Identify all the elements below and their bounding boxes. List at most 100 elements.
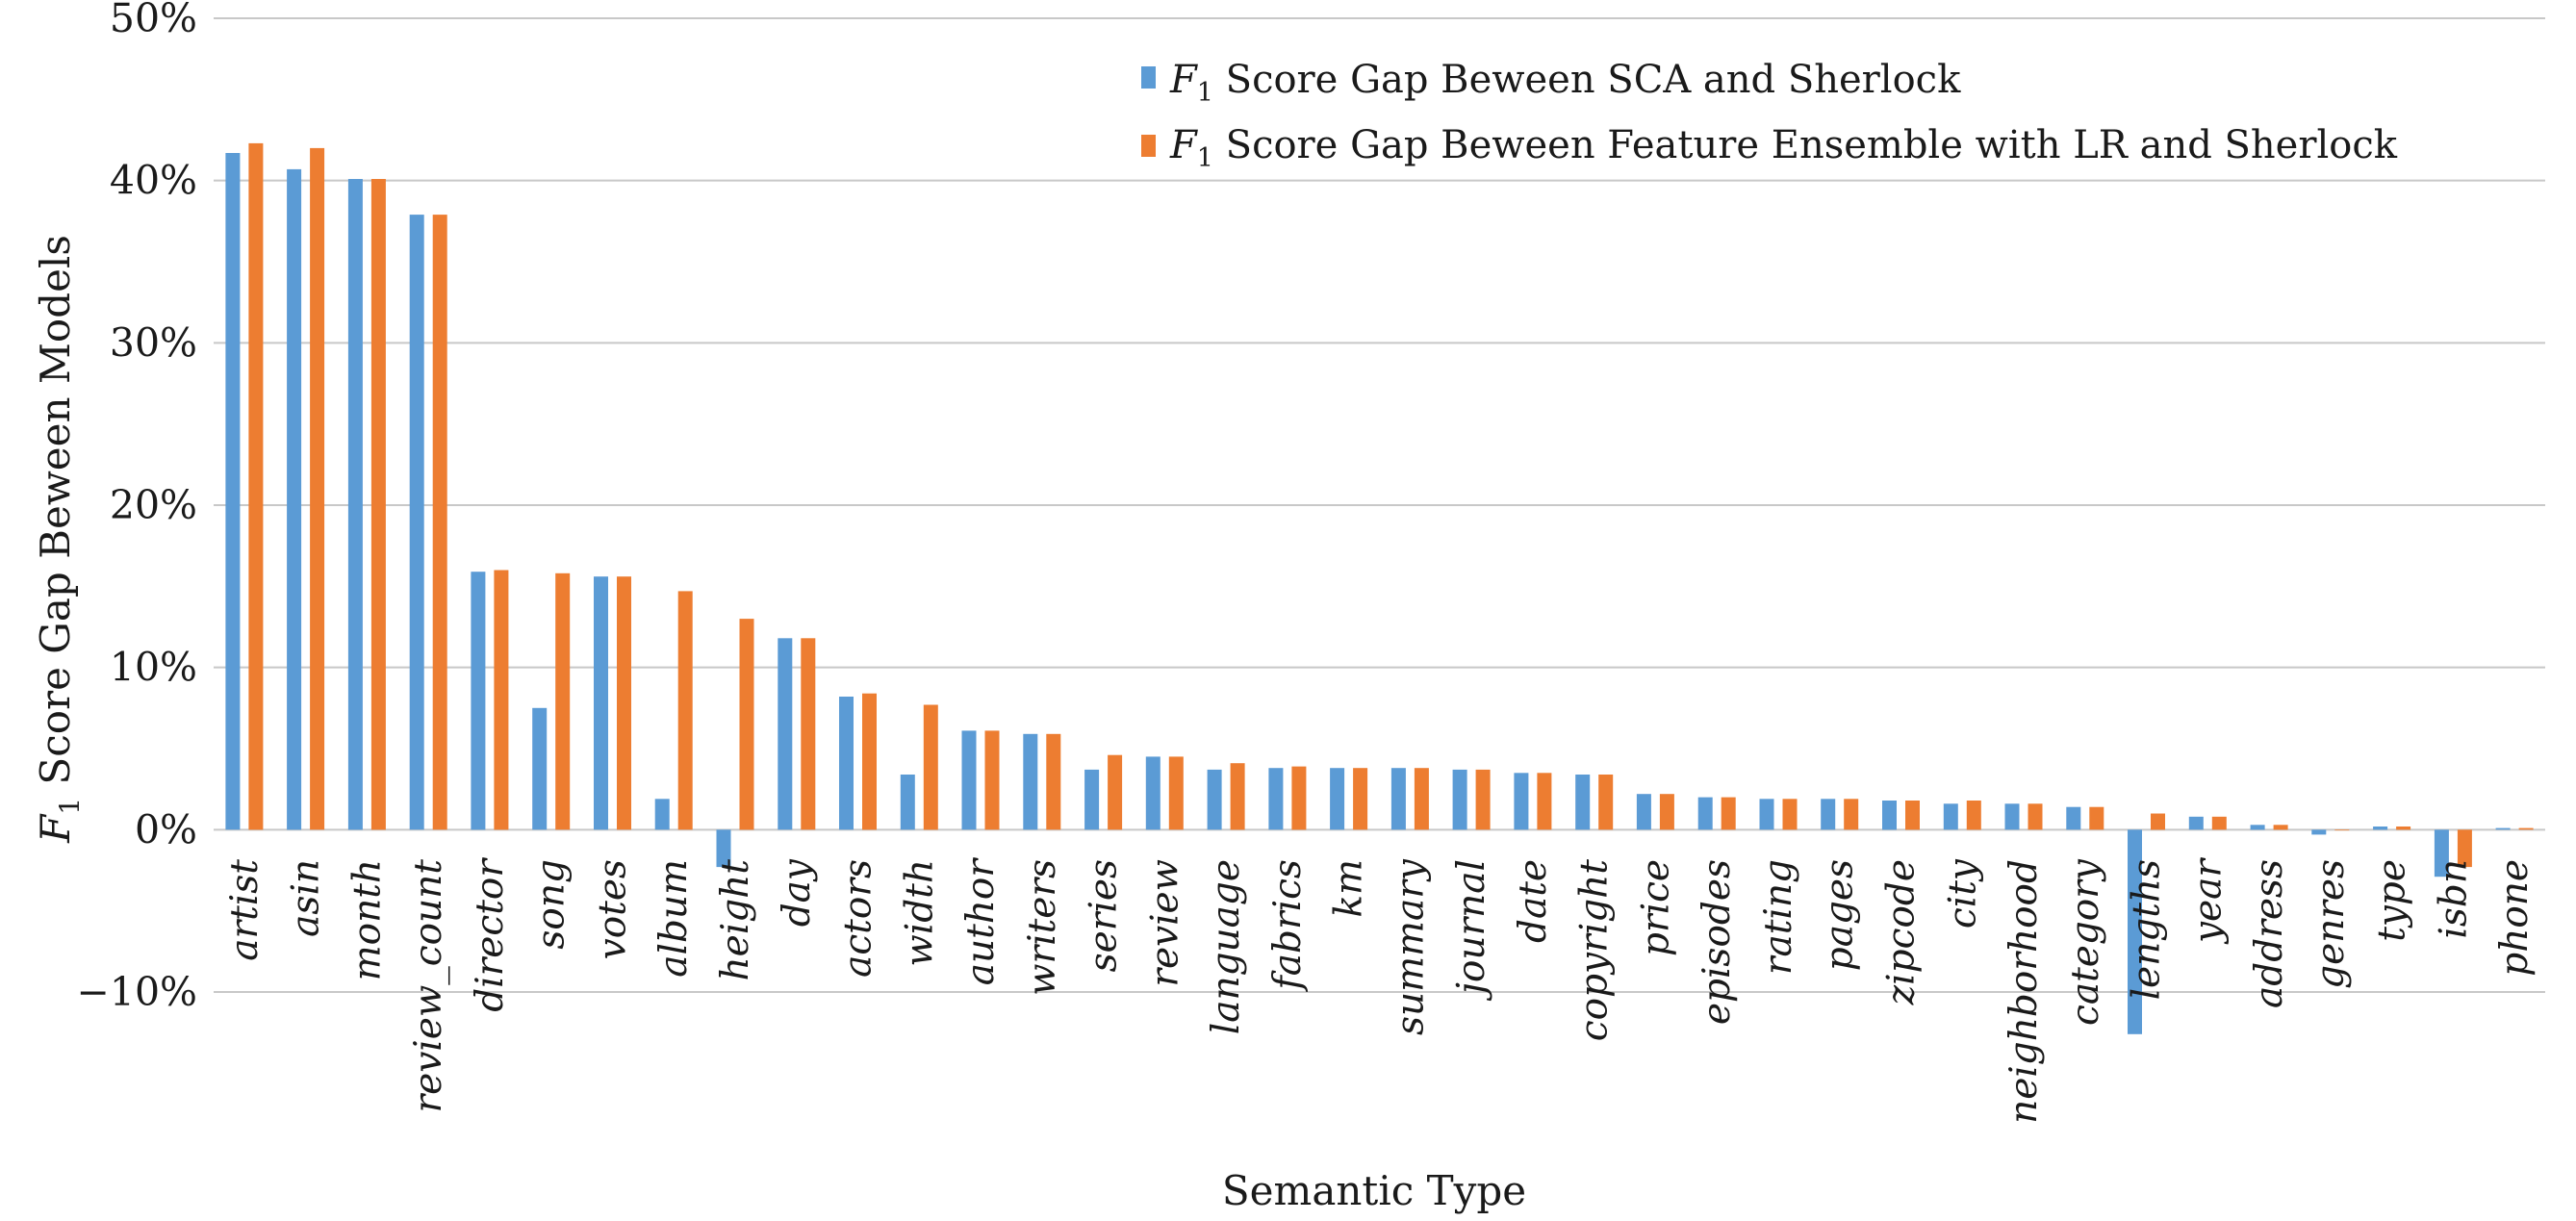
bar-sca-actors [839,697,854,830]
x-tick-label: copyright [1573,859,1617,1042]
x-tick-label: rating [1757,859,1800,975]
y-axis-title-sub: 1 [54,798,86,815]
y-axis-title: F1 Score Gap Beween Models [32,235,86,844]
x-tick-label: neighborhood [2002,859,2046,1124]
bar-sca-writers [1023,733,1038,830]
x-axis-title: Semantic Type [1222,1167,1526,1214]
y-tick-label: 20% [110,482,197,528]
y-tick-label: −10% [77,969,197,1015]
x-tick-label: day [776,858,819,927]
bar-sca-day [778,638,793,830]
bar-ensemble-neighborhood [2028,803,2043,830]
bar-ensemble-director [494,570,509,830]
bar-ensemble-rating [1782,799,1798,830]
legend-swatch-sca [1141,66,1156,89]
bar-ensemble-fabrics [1291,766,1307,830]
y-tick-label: 10% [110,645,197,691]
bar-sca-artist [225,153,241,830]
x-tick-label: language [1205,859,1248,1034]
bar-ensemble-type [2396,827,2411,830]
y-axis-ticks: −10% 0% 10% 20% 30% 40% 50% [77,0,197,1015]
bar-sca-album [654,799,670,830]
x-tick-label: zipcode [1880,859,1924,1005]
bar-ensemble-pages [1844,799,1859,830]
x-tick-label: fabrics [1266,859,1310,993]
bar-ensemble-year [2211,816,2227,830]
legend-label-sca: F1 Score Gap Beween SCA and Sherlock [1169,58,1961,108]
x-tick-label: director [469,857,512,1012]
bar-sca-date [1514,773,1529,830]
x-tick-label: episodes [1696,859,1739,1025]
bar-ensemble-category [2089,806,2104,830]
x-tick-label: review [1143,859,1186,987]
bar-sca-votes [594,576,608,830]
bar-ensemble-month [370,179,386,830]
bar-sca-pages [1821,799,1836,830]
bar-ensemble-city [1966,801,1981,830]
bar-sca-summary [1390,768,1406,830]
bar-sca-isbn [2434,829,2449,878]
bar-sca-width [900,775,915,830]
bar-ensemble-asin [310,147,325,830]
bar-sca-category [2066,806,2081,830]
bar-ensemble-episodes [1721,797,1736,830]
bar-ensemble-km [1353,768,1368,830]
bar-sca-fabrics [1268,768,1284,830]
bar-ensemble-zipcode [1905,801,1920,830]
x-tick-label: writers [1021,859,1064,996]
bar-ensemble-price [1659,794,1674,830]
bar-ensemble-review [1168,756,1184,830]
x-tick-label: series [1083,859,1126,972]
bar-sca-lengths [2128,829,2142,1034]
x-tick-label: actors [837,859,880,978]
bar-sca-review [1145,756,1160,830]
bar-ensemble-copyright [1598,775,1614,830]
x-tick-label: address [2248,859,2291,1008]
x-tick-label: year [2186,857,2230,945]
x-tick-label: isbn [2432,859,2475,939]
bar-ensemble-height [739,619,754,830]
bar-ensemble-votes [617,576,631,830]
bar-sca-asin [287,168,302,830]
bar-ensemble-author [984,730,1000,830]
bar-sca-director [471,572,486,830]
x-tick-label: author [959,857,1003,986]
x-tick-label: asin [285,859,328,937]
bar-sca-height [716,829,731,868]
legend-label-ensemble: F1 Score Gap Beween Feature Ensemble wit… [1169,123,2398,173]
x-tick-label: artist [223,859,267,961]
bar-sca-km [1330,768,1345,830]
x-tick-label: height [714,859,757,981]
bar-sca-city [1943,803,1958,830]
legend-swatch-ensemble [1141,135,1156,157]
bar-ensemble-genres [2334,829,2350,831]
bar-ensemble-summary [1414,768,1429,830]
x-tick-label: lengths [2126,859,2169,1000]
bar-sca-type [2373,827,2388,830]
bar-ensemble-phone [2518,827,2534,830]
bar-ensemble-series [1108,754,1123,830]
y-tick-label: 30% [110,319,197,366]
bar-sca-song [532,707,548,830]
x-tick-label: genres [2309,859,2353,989]
bar-sca-author [961,730,977,830]
bar-sca-episodes [1697,797,1713,830]
bar-ensemble-writers [1046,733,1061,830]
bar-sca-address [2250,825,2265,830]
bar-ensemble-actors [862,693,877,830]
bar-ensemble-lengths [2151,813,2165,830]
x-tick-label: width [898,859,941,967]
x-tick-label: song [530,859,574,950]
y-axis-title-rest: Score Gap Beween Models [32,235,79,798]
x-tick-label: date [1512,859,1555,943]
x-tick-label: km [1328,859,1371,918]
bar-sca-year [2188,816,2204,830]
bar-ensemble-width [923,704,938,830]
x-tick-label: votes [592,859,635,959]
y-axis-title-var: F [32,813,79,844]
bar-ensemble-journal [1475,769,1491,830]
x-tick-label: review_count [407,859,450,1113]
x-tick-label: category [2064,858,2107,1026]
